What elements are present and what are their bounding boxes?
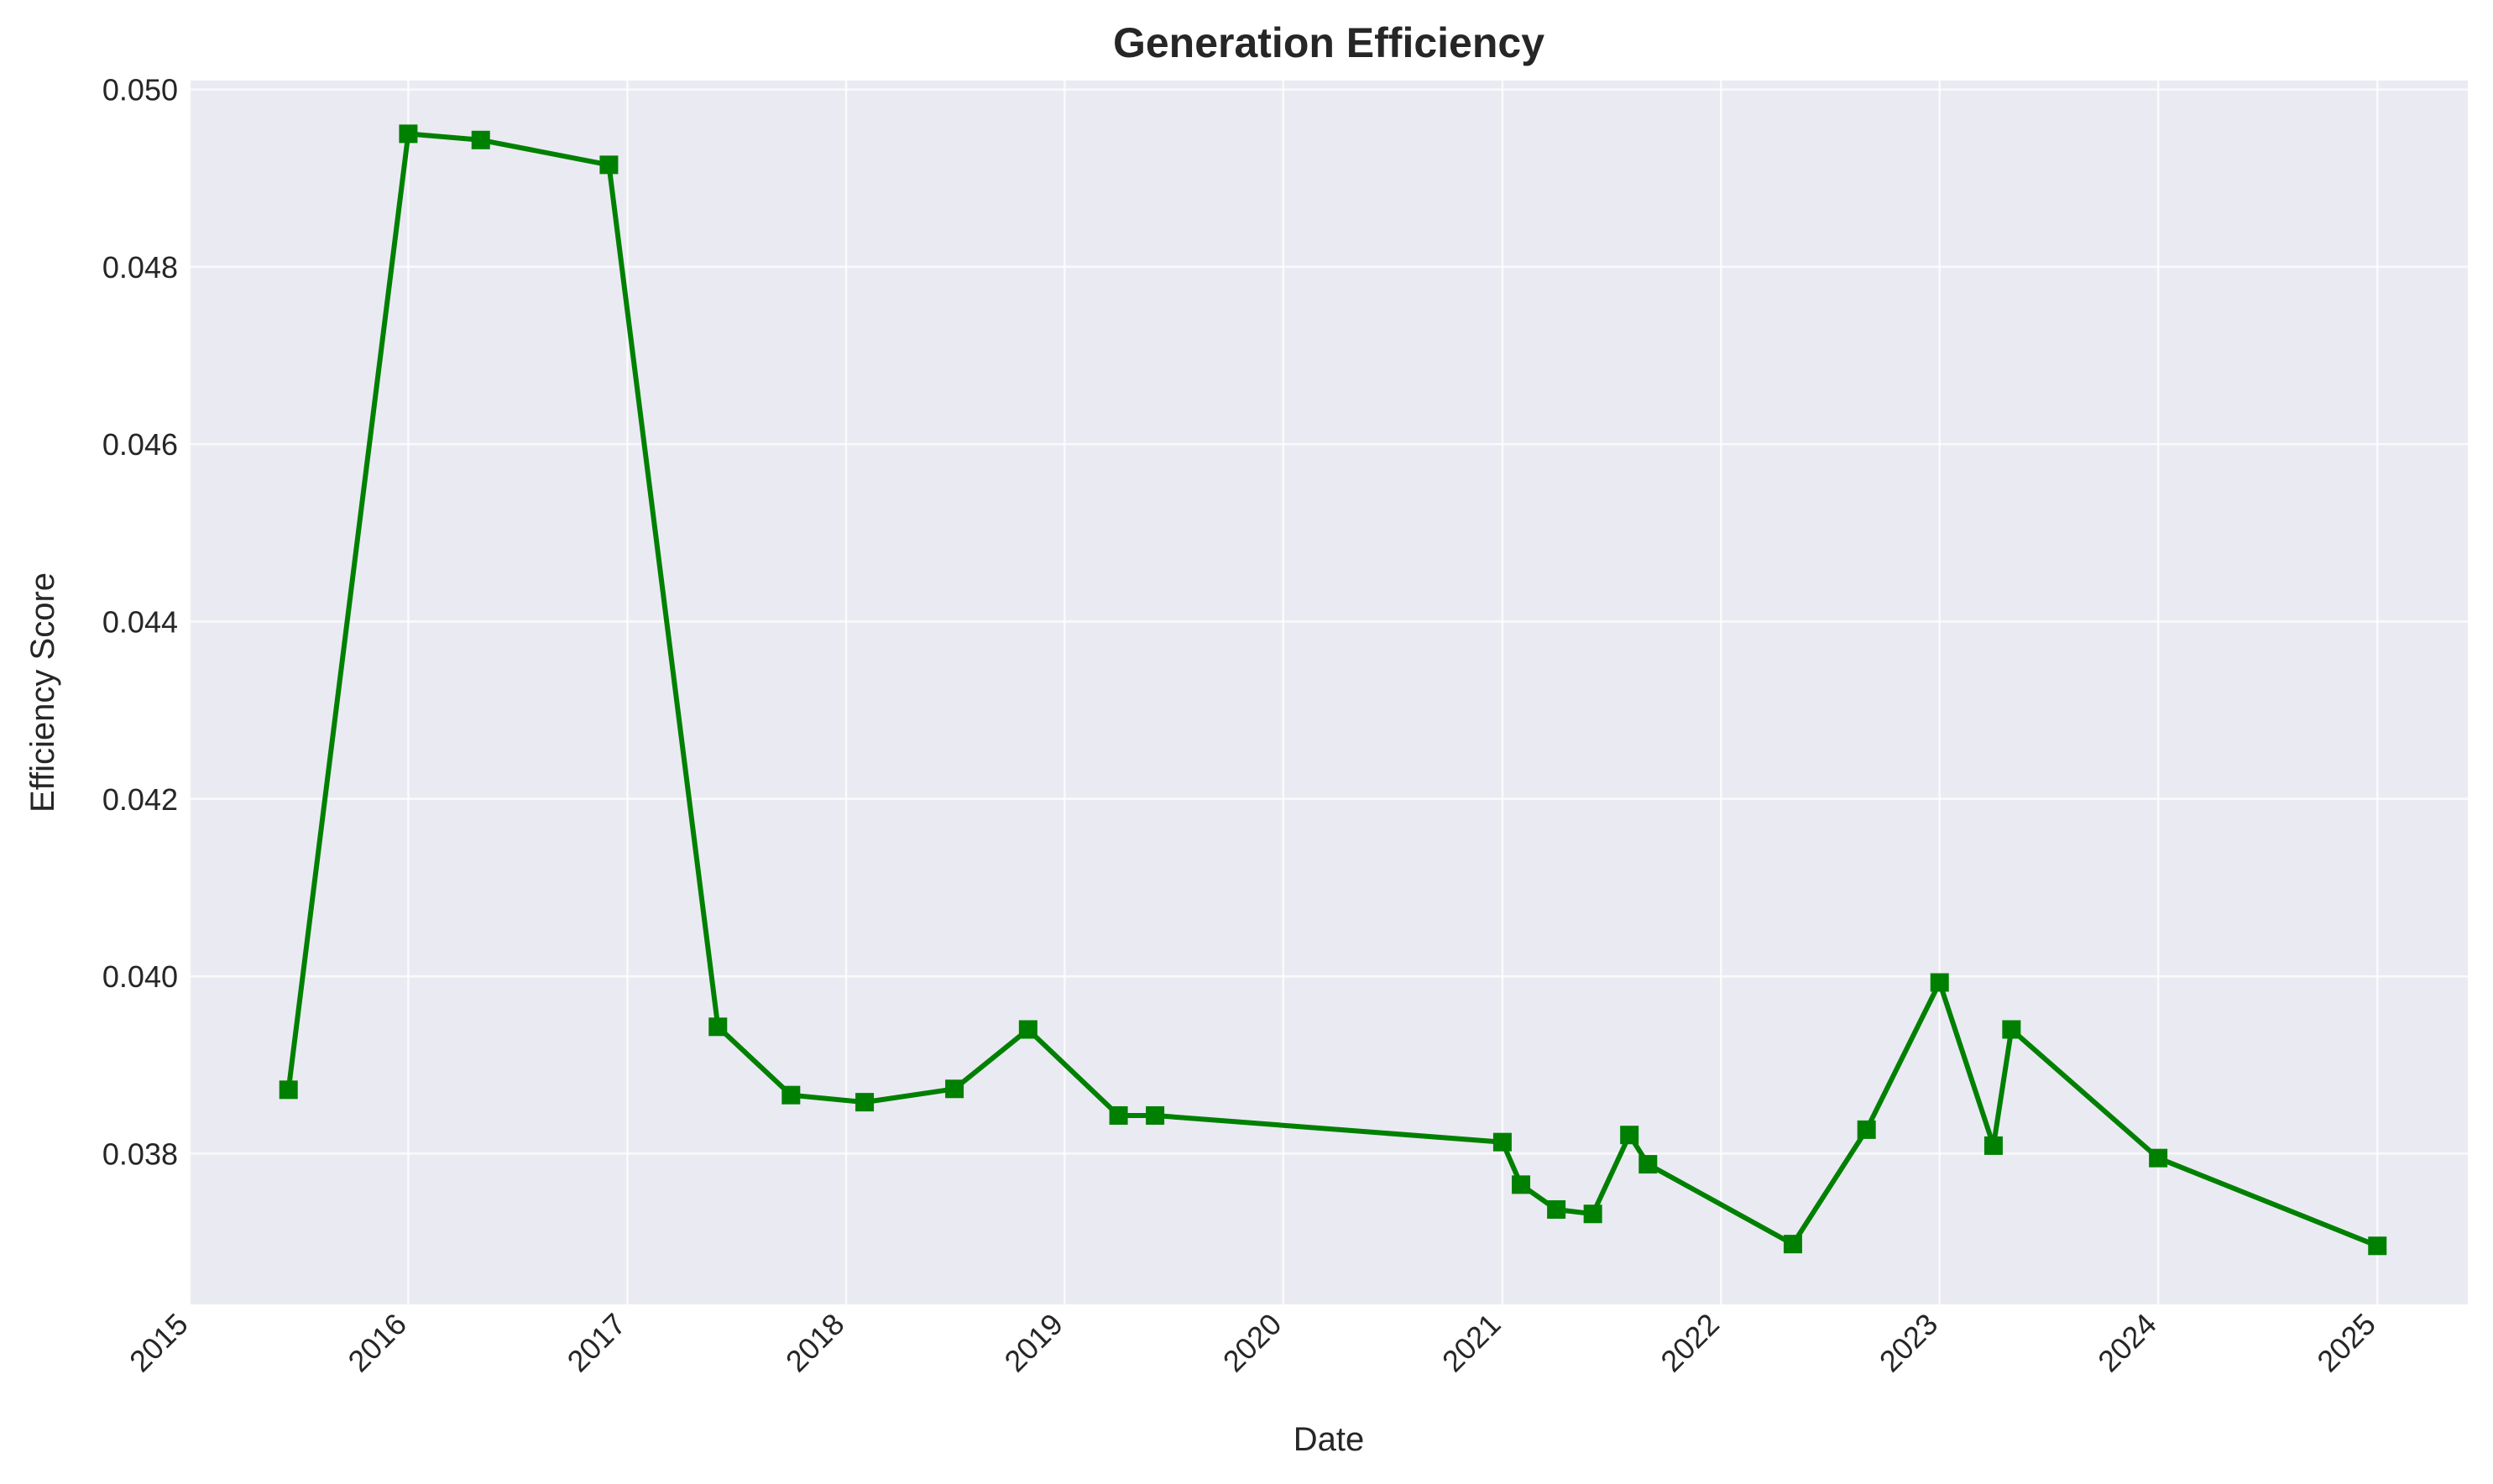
chart-title: Generation Efficiency [1113, 19, 1544, 66]
x-tick-label: 2024 [2091, 1307, 2163, 1379]
data-point [1930, 973, 1949, 992]
data-point [855, 1093, 875, 1112]
data-point [279, 1080, 298, 1100]
data-point [471, 130, 490, 149]
x-tick-label: 2022 [1654, 1307, 1726, 1379]
data-point [1638, 1155, 1658, 1174]
data-point [1492, 1132, 1512, 1152]
x-tick-label: 2025 [2310, 1307, 2382, 1379]
x-tick-label: 2018 [779, 1307, 851, 1379]
x-tick-label: 2017 [561, 1307, 633, 1379]
y-axis-label: Efficiency Score [24, 572, 61, 813]
data-point [1983, 1136, 2003, 1155]
x-tick-label: 2019 [997, 1307, 1069, 1379]
x-tick-label: 2021 [1435, 1307, 1508, 1379]
data-point [1018, 1020, 1037, 1039]
series-line [285, 131, 2381, 1249]
data-point [1620, 1126, 1639, 1145]
plot-area [190, 81, 2468, 1304]
x-tick-label: 2015 [123, 1307, 195, 1379]
data-point [1583, 1204, 1602, 1224]
data-point [781, 1085, 801, 1105]
data-point [708, 1017, 728, 1037]
grid-lines [188, 81, 2468, 1304]
data-point [2002, 1020, 2021, 1039]
y-tick-label: 0.050 [102, 73, 178, 107]
y-tick-label: 0.040 [102, 959, 178, 994]
y-tick-label: 0.046 [102, 427, 178, 462]
y-tick-label: 0.038 [102, 1137, 178, 1171]
y-tick-label: 0.048 [102, 250, 178, 285]
data-point [1512, 1175, 1531, 1194]
y-tick-label: 0.044 [102, 604, 178, 639]
data-point [599, 155, 619, 175]
data-point [1146, 1105, 1165, 1125]
x-tick-label: 2020 [1216, 1307, 1288, 1379]
x-tick-label: 2023 [1873, 1307, 1945, 1379]
data-point [2149, 1148, 2168, 1168]
y-tick-label: 0.042 [102, 782, 178, 817]
x-axis-label: Date [1294, 1421, 1365, 1458]
data-point [945, 1079, 964, 1099]
data-point [2368, 1236, 2387, 1256]
data-point [399, 124, 418, 144]
data-point [1547, 1199, 1566, 1219]
data-point [1109, 1105, 1128, 1125]
data-point [1857, 1120, 1876, 1139]
data-point [1783, 1235, 1802, 1254]
x-tick-label: 2016 [341, 1307, 413, 1379]
series-layer [279, 124, 2387, 1256]
